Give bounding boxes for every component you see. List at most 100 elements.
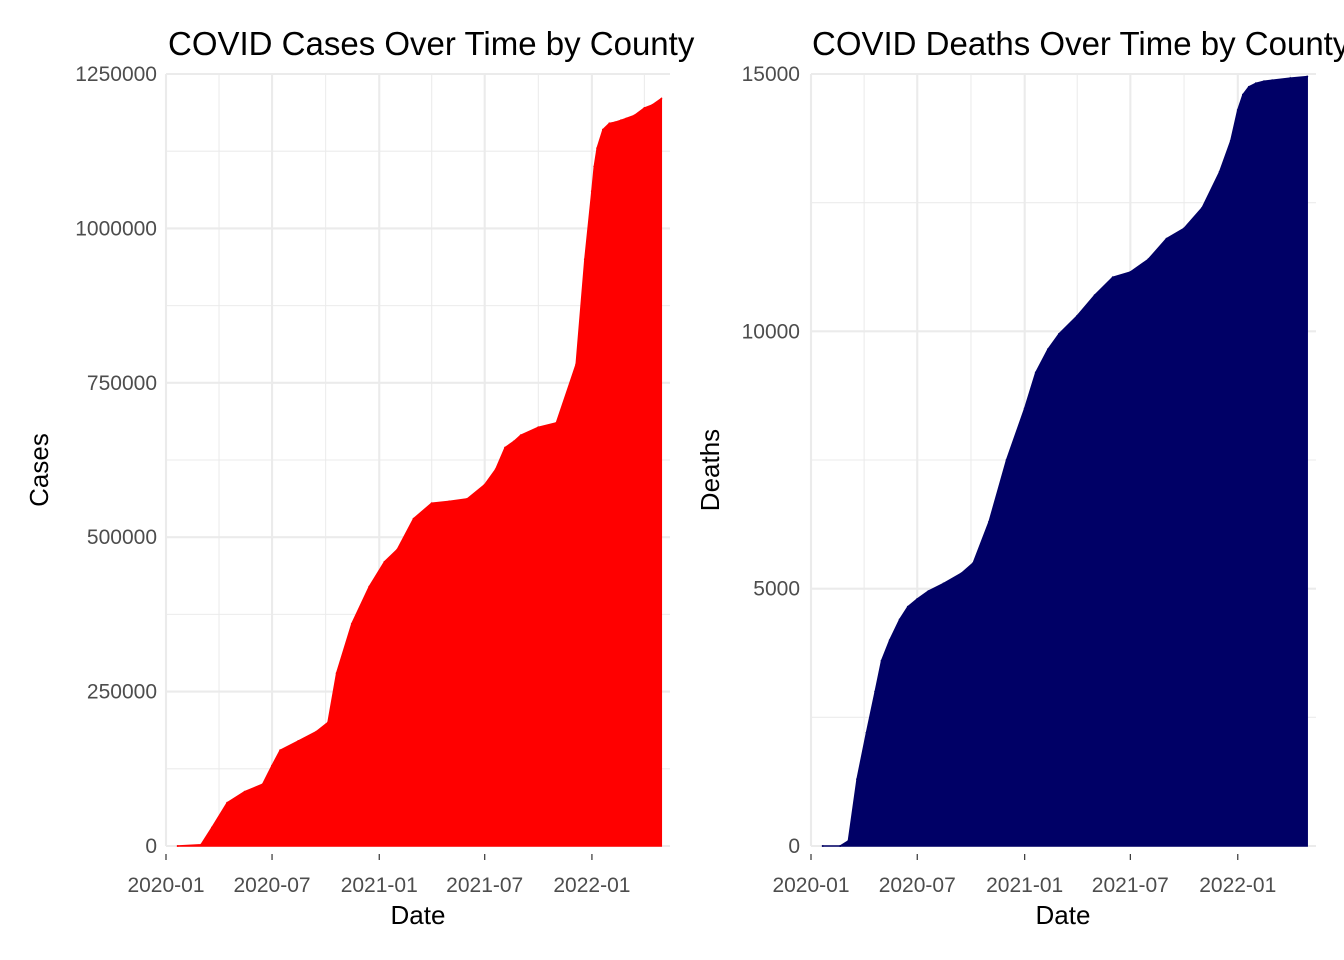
cases-data-point <box>396 548 399 551</box>
deaths-data-point <box>960 572 963 575</box>
deaths-x-tick-label: 2020-01 <box>772 874 849 897</box>
cases-area-series <box>177 97 663 847</box>
deaths-data-point <box>874 690 877 693</box>
deaths-axis-ticks: 0 5000 10000 15000 2020-01 2020-07 2021-01 2021… <box>742 63 1277 897</box>
cases-data-point <box>602 128 604 131</box>
cases-chart-title: COVID Cases Over Time by County <box>168 25 695 62</box>
deaths-data-points <box>821 75 1309 847</box>
deaths-data-point <box>906 605 909 608</box>
cases-data-points <box>176 97 663 847</box>
deaths-data-point <box>880 659 883 662</box>
deaths-data-point <box>916 598 919 600</box>
deaths-data-point <box>839 845 842 847</box>
deaths-data-point <box>1263 80 1265 83</box>
deaths-x-tick-label: 2021-01 <box>986 874 1063 897</box>
cases-data-point <box>448 500 451 503</box>
deaths-x-tick-label: 2021-07 <box>1092 874 1169 897</box>
cases-data-point <box>271 764 273 767</box>
deaths-data-point <box>1242 93 1244 96</box>
cases-data-point <box>200 843 202 846</box>
cases-data-point <box>243 790 246 793</box>
cases-x-tick-label: 2020-01 <box>127 874 204 897</box>
cases-data-point <box>519 434 522 437</box>
cases-data-point <box>279 749 282 752</box>
deaths-data-point <box>927 590 930 593</box>
deaths-x-axis-label: Date <box>1036 900 1091 930</box>
cases-data-point <box>226 801 229 804</box>
deaths-data-point <box>1247 85 1250 88</box>
deaths-y-tick-label: 0 <box>788 835 800 858</box>
deaths-data-point <box>856 778 859 781</box>
cases-chart-panel: COVID Cases Over Time by County Date Cas… <box>24 25 695 930</box>
deaths-data-point <box>1183 227 1186 230</box>
cases-data-point <box>596 147 599 150</box>
deaths-data-point <box>888 639 891 642</box>
deaths-data-point <box>847 839 850 842</box>
cases-data-point <box>383 560 386 563</box>
cases-x-tick-label: 2020-07 <box>234 874 311 897</box>
cases-data-point <box>614 121 617 124</box>
deaths-chart-panel: COVID Deaths Over Time by County Date De… <box>695 25 1344 930</box>
deaths-data-point <box>1093 294 1096 297</box>
deaths-data-point <box>1111 276 1114 279</box>
cases-data-point <box>512 440 515 443</box>
cases-data-point <box>211 826 213 829</box>
deaths-area-series <box>822 75 1308 847</box>
cases-data-point <box>335 672 338 675</box>
deaths-y-tick-label: 15000 <box>742 63 800 86</box>
deaths-data-point <box>1034 371 1037 374</box>
deaths-data-point <box>988 520 991 523</box>
cases-data-point <box>555 421 558 424</box>
cases-data-point <box>625 117 628 120</box>
cases-data-point <box>660 97 663 100</box>
cases-data-point <box>593 165 596 168</box>
deaths-data-point <box>1058 332 1061 335</box>
cases-axis-ticks: 0 250000 500000 750000 1000000 1250000 2020-01… <box>75 63 630 897</box>
cases-data-point <box>643 107 646 109</box>
deaths-y-tick-label: 5000 <box>753 578 800 601</box>
cases-y-tick-label: 0 <box>145 835 157 858</box>
deaths-data-point <box>1201 206 1204 209</box>
cases-data-point <box>633 114 636 117</box>
deaths-data-point <box>1271 79 1274 82</box>
cases-x-axis-label: Date <box>391 900 446 930</box>
cases-y-tick-label: 250000 <box>87 681 157 704</box>
cases-y-tick-label: 1000000 <box>75 217 157 240</box>
deaths-data-point <box>1129 271 1132 274</box>
deaths-data-point <box>1306 75 1309 78</box>
cases-data-point <box>590 190 593 193</box>
deaths-data-point <box>942 582 945 585</box>
deaths-data-point <box>1229 139 1232 142</box>
deaths-data-point <box>972 561 975 564</box>
cases-data-point <box>608 122 611 125</box>
cases-data-point <box>575 363 578 366</box>
cases-data-point <box>412 517 415 520</box>
cases-y-tick-label: 750000 <box>87 372 157 395</box>
cases-y-tick-label: 1250000 <box>75 63 157 86</box>
cases-data-point <box>651 103 654 106</box>
deaths-data-point <box>898 618 901 621</box>
deaths-data-point <box>1076 314 1079 317</box>
deaths-data-point <box>821 845 824 847</box>
deaths-x-tick-label: 2020-07 <box>879 874 956 897</box>
cases-data-point <box>483 483 486 486</box>
cases-data-point <box>327 721 329 724</box>
cases-data-point <box>315 730 318 733</box>
cases-y-axis-label: Cases <box>24 433 54 507</box>
cases-y-tick-label: 500000 <box>87 526 157 549</box>
deaths-y-tick-label: 10000 <box>742 320 800 343</box>
cases-data-point <box>261 783 264 786</box>
deaths-data-point <box>1218 170 1221 173</box>
cases-data-point <box>620 119 623 122</box>
cases-x-tick-label: 2022-01 <box>553 874 630 897</box>
deaths-data-point <box>1023 407 1026 410</box>
cases-data-point <box>466 497 469 500</box>
cases-data-point <box>537 426 540 429</box>
deaths-data-point <box>865 731 868 734</box>
deaths-data-point <box>1005 459 1008 461</box>
cases-data-point <box>176 845 179 847</box>
cases-x-tick-label: 2021-07 <box>446 874 523 897</box>
cases-x-tick-label: 2021-01 <box>341 874 418 897</box>
cases-data-point <box>297 740 300 742</box>
